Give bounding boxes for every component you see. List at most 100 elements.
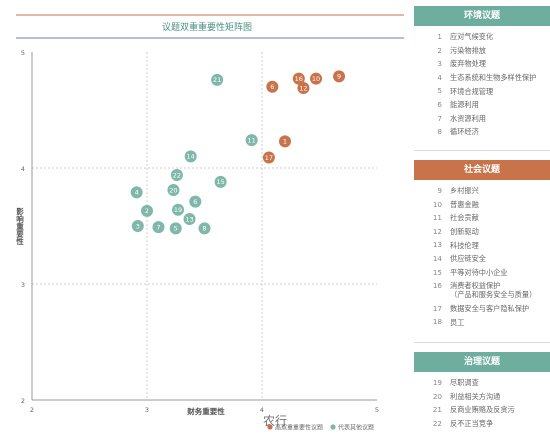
y-axis-label: 影响重要性 (15, 206, 24, 246)
data-point (211, 73, 224, 86)
topic-item: 9 乡村振兴 (424, 184, 550, 198)
data-point-label: 16 (295, 75, 303, 83)
data-point-label: 4 (135, 189, 139, 197)
topic-item: 22 反不正当竞争 (424, 417, 550, 431)
topic-number: 2 (437, 45, 442, 55)
data-point (169, 222, 182, 235)
topic-number: 4 (437, 72, 442, 82)
topic-label: 乡村振兴 (450, 186, 479, 196)
panel-environment: 环境议题 1 应对气候变化 2 污染物排放 3 废弃物处理 4 生态系统和生物多样性保护 5 环境… (414, 6, 550, 139)
data-point-label: 12 (299, 84, 307, 92)
x-tick-label: 2 (30, 406, 34, 414)
x-tick-label: 3 (145, 406, 149, 414)
topic-number: 14 (432, 253, 442, 263)
topic-number: 8 (437, 127, 442, 137)
topic-number: 21 (432, 405, 442, 415)
topic-item: 18 员工 (424, 315, 550, 329)
topic-list: 1 应对气候变化 2 污染物排放 3 废弃物处理 4 生态系统和生物多样性保护 5 环境合规管理 6… (414, 30, 550, 139)
topic-item: 15 平等对待中小企业 (424, 266, 550, 280)
topic-list: 19 尽职调查 20 利益相关方沟通 21 反商业贿赂及反贪污 22 反不正当竞争 (414, 376, 550, 430)
data-point (189, 195, 202, 208)
y-tick-label: 3 (21, 281, 25, 289)
topic-item: 14 供应链安全 (424, 252, 550, 266)
data-point (292, 72, 305, 85)
topic-label: 供应链安全 (450, 254, 486, 264)
data-point (167, 184, 180, 197)
data-point-label: 21 (213, 76, 221, 84)
data-point-label: 22 (173, 171, 181, 179)
topic-label: 社会贡献 (450, 213, 479, 223)
topic-item: 7 水资源利用 (424, 112, 550, 126)
data-point-label: 10 (312, 75, 320, 83)
data-point-label: 19 (174, 206, 182, 214)
data-point-label: 14 (187, 153, 195, 161)
y-tick-label: 4 (21, 165, 25, 173)
topic-item: 10 普惠金融 (424, 198, 550, 212)
topic-number: 22 (432, 418, 442, 428)
topic-number: 19 (432, 378, 442, 387)
panel-governance: 治理议题 19 尽职调查 20 利益相关方沟通 21 反商业贿赂及反贪污 22 反不正当竞争 (414, 352, 550, 431)
topic-item: 17 数据安全与客户隐私保护 (424, 302, 550, 316)
data-point-label: 3 (136, 222, 140, 230)
topic-item: 8 循环经济 (424, 125, 550, 139)
data-point (131, 220, 144, 232)
topic-label: 普惠金融 (450, 199, 479, 209)
data-point (152, 221, 165, 234)
y-tick-label: 2 (21, 397, 25, 405)
panel-social: 社会议题 9 乡村振兴 10 普惠金融 11 社会贡献 12 创新驱动 13 科技伦理 14 供应链安… (414, 160, 550, 329)
data-point (245, 134, 258, 147)
x-tick-label: 5 (375, 406, 379, 414)
topic-label: 废弃物处理 (450, 59, 486, 69)
data-point-label: 17 (265, 154, 273, 162)
topic-number: 9 (437, 186, 442, 195)
topic-label: 环境合规管理 (450, 86, 494, 96)
data-point-label: 8 (202, 225, 206, 233)
topic-number: 1 (437, 32, 442, 41)
topic-label: 污染物排放 (450, 45, 486, 55)
data-point-label: 7 (156, 223, 160, 231)
data-point (310, 72, 323, 85)
data-point-label: 13 (185, 215, 193, 223)
topic-item: 4 生态系统和生物多样性保护 (424, 71, 550, 85)
topic-list: 9 乡村振兴 10 普惠金融 11 社会贡献 12 创新驱动 13 科技伦理 14 供应链安全 15 平等… (414, 184, 550, 329)
legend-label: 代表其他议题 (338, 424, 374, 432)
data-point-label: 1 (283, 138, 287, 146)
panel-title: 治理议题 (414, 352, 550, 372)
data-point (183, 213, 196, 226)
topic-number: 10 (432, 199, 442, 209)
data-point-label: 9 (337, 73, 341, 81)
topic-item: 1 应对气候变化 (424, 30, 550, 44)
data-point (214, 175, 227, 188)
topic-label: 尽职调查 (450, 378, 479, 388)
topic-label: 水资源利用 (450, 113, 486, 123)
topic-number: 6 (437, 99, 442, 109)
topic-label: 创新驱动 (450, 227, 479, 237)
topic-number: 3 (437, 59, 442, 69)
data-point-label: 6 (193, 198, 197, 206)
divider (414, 150, 550, 151)
topic-label: 利益相关方沟通 (450, 391, 501, 401)
topic-item: 3 废弃物处理 (424, 57, 550, 71)
topic-item: 20 利益相关方沟通 (424, 390, 550, 404)
topic-label: 循环经济 (450, 127, 479, 137)
legend-marker (267, 424, 273, 430)
data-point-label: 20 (169, 186, 177, 194)
topic-number: 16 (432, 281, 442, 291)
data-point-label: 5 (174, 225, 178, 233)
topic-number: 17 (432, 303, 442, 313)
topic-item: 16 消费者权益保护 （产品和服务安全与质量） (424, 279, 550, 302)
topic-number: 13 (432, 240, 442, 250)
chart-title: 议题双重重要性矩阵图 (162, 21, 252, 33)
data-point-label: 6 (270, 83, 274, 91)
data-point (279, 135, 291, 148)
topic-item: 2 污染物排放 (424, 44, 550, 58)
topic-label: 消费者权益保护 （产品和服务安全与质量） (450, 281, 537, 300)
topic-label: 生态系统和生物多样性保护 (450, 73, 537, 83)
topic-item: 12 创新驱动 (424, 225, 550, 239)
topic-item: 13 科技伦理 (424, 238, 550, 252)
panel-title: 社会议题 (414, 160, 550, 180)
data-point (170, 168, 183, 181)
data-point (262, 151, 275, 164)
topic-item: 21 反商业贿赂及反贪污 (424, 403, 550, 417)
